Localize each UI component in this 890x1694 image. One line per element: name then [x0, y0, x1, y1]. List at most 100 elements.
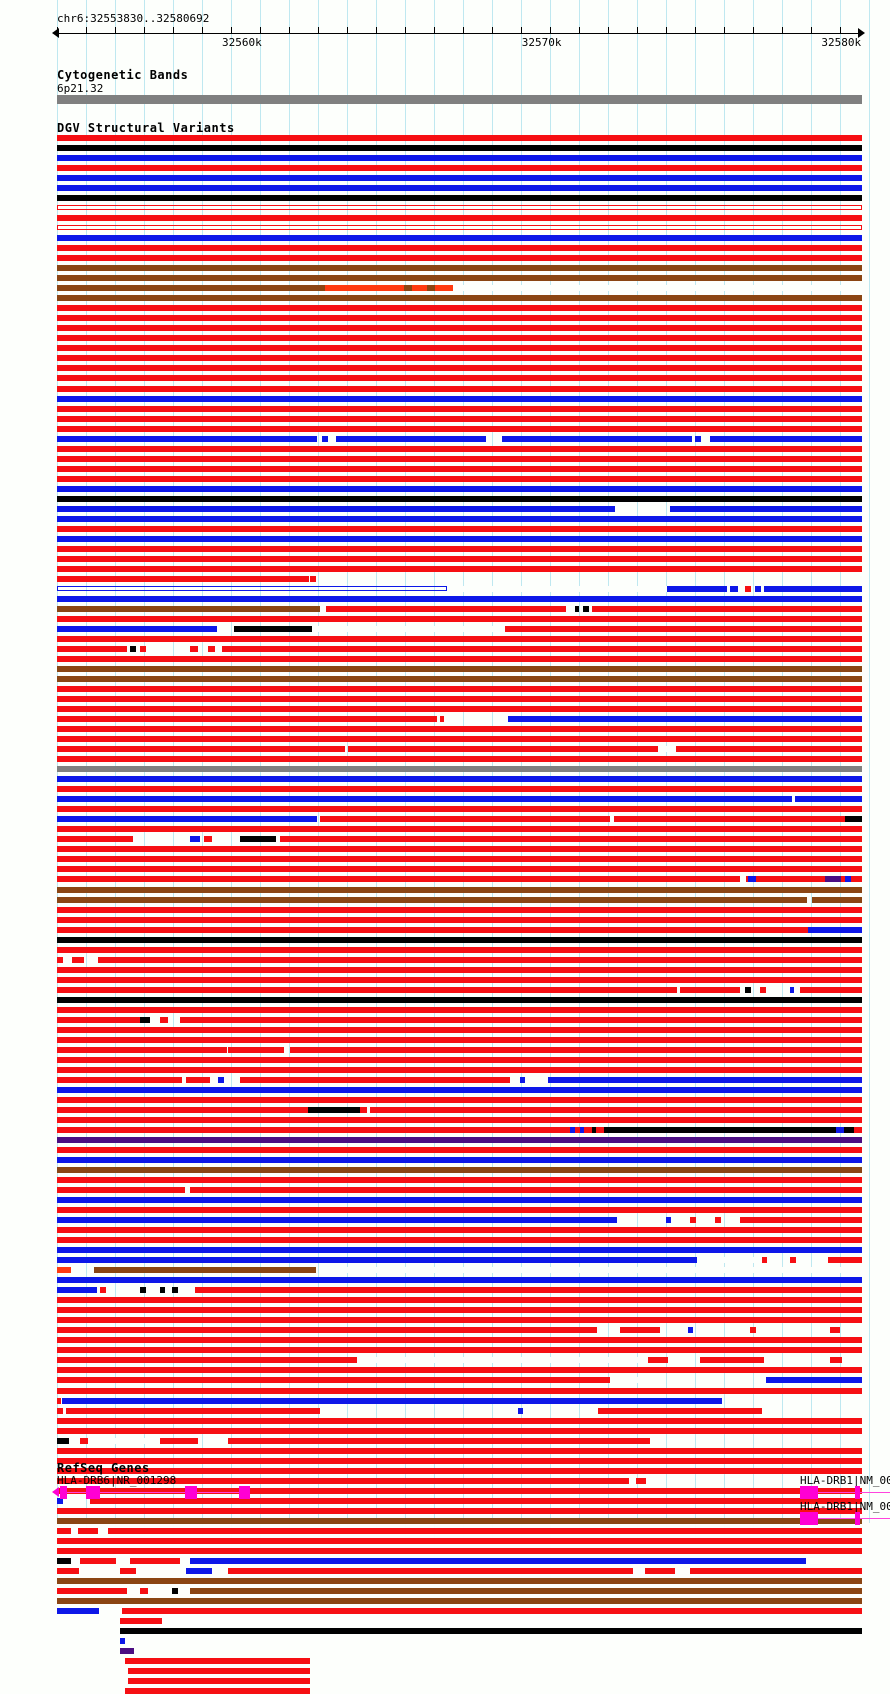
- sv-segment[interactable]: [57, 1578, 862, 1584]
- sv-segment[interactable]: [57, 1027, 862, 1033]
- sv-segment[interactable]: [228, 1568, 628, 1574]
- sv-segment[interactable]: [494, 436, 502, 442]
- sv-segment[interactable]: [170, 1568, 180, 1574]
- sv-segment[interactable]: [62, 1398, 722, 1404]
- sv-segment[interactable]: [190, 646, 198, 652]
- sv-segment[interactable]: [614, 816, 854, 822]
- sv-segment[interactable]: [628, 1568, 633, 1574]
- sv-segment[interactable]: [108, 1528, 862, 1534]
- sv-segment[interactable]: [57, 1468, 862, 1474]
- sv-segment[interactable]: [57, 1167, 862, 1173]
- sv-segment[interactable]: [57, 1307, 862, 1313]
- sv-segment[interactable]: [57, 1107, 367, 1113]
- sv-segment[interactable]: [57, 506, 615, 512]
- sv-segment[interactable]: [700, 1257, 760, 1263]
- sv-segment[interactable]: [518, 1408, 523, 1414]
- sv-segment[interactable]: [57, 846, 862, 852]
- sv-segment[interactable]: [57, 235, 862, 241]
- sv-segment[interactable]: [140, 1017, 150, 1023]
- sv-segment[interactable]: [57, 275, 862, 281]
- sv-segment[interactable]: [57, 696, 862, 702]
- arrow-right-icon[interactable]: [858, 28, 865, 38]
- sv-segment[interactable]: [505, 626, 862, 632]
- sv-segment[interactable]: [190, 1187, 862, 1193]
- sv-segment[interactable]: [325, 285, 453, 291]
- sv-segment[interactable]: [57, 876, 862, 882]
- sv-segment[interactable]: [360, 1357, 640, 1363]
- sv-segment[interactable]: [57, 626, 217, 632]
- sv-segment[interactable]: [57, 1367, 862, 1373]
- sv-segment[interactable]: [57, 1117, 862, 1123]
- sv-segment[interactable]: [57, 1478, 629, 1484]
- sv-segment[interactable]: [310, 576, 316, 582]
- sv-segment[interactable]: [320, 816, 610, 822]
- sv-segment[interactable]: [208, 646, 215, 652]
- sv-segment[interactable]: [502, 436, 692, 442]
- sv-segment[interactable]: [120, 1628, 862, 1634]
- sv-segment[interactable]: [90, 1498, 862, 1504]
- sv-segment[interactable]: [648, 1357, 668, 1363]
- sv-segment[interactable]: [222, 646, 862, 652]
- sv-segment[interactable]: [57, 1207, 862, 1213]
- sv-segment[interactable]: [128, 1668, 310, 1674]
- sv-segment[interactable]: [57, 255, 862, 261]
- sv-segment[interactable]: [218, 1077, 224, 1083]
- sv-segment[interactable]: [57, 1177, 862, 1183]
- sv-segment[interactable]: [57, 1287, 97, 1293]
- sv-segment[interactable]: [128, 1678, 310, 1684]
- gene-exon[interactable]: [86, 1486, 100, 1499]
- sv-segment[interactable]: [57, 1047, 227, 1053]
- sv-segment[interactable]: [57, 616, 862, 622]
- sv-segment[interactable]: [740, 876, 746, 882]
- sv-segment[interactable]: [172, 1588, 178, 1594]
- sv-segment[interactable]: [186, 1077, 210, 1083]
- sv-segment[interactable]: [57, 596, 862, 602]
- sv-segment[interactable]: [57, 265, 862, 271]
- sv-segment[interactable]: [326, 606, 566, 612]
- sv-segment[interactable]: [592, 1127, 596, 1133]
- sv-segment[interactable]: [695, 436, 701, 442]
- sv-segment[interactable]: [120, 1618, 162, 1624]
- sv-segment[interactable]: [427, 285, 435, 291]
- sv-segment[interactable]: [57, 957, 63, 963]
- sv-segment[interactable]: [322, 436, 328, 442]
- sv-segment[interactable]: [790, 987, 794, 993]
- sv-segment[interactable]: [57, 335, 862, 341]
- sv-segment[interactable]: [57, 325, 862, 331]
- sv-segment[interactable]: [57, 756, 862, 762]
- gene-exon[interactable]: [855, 1486, 860, 1499]
- sv-segment[interactable]: [57, 145, 862, 151]
- sv-segment[interactable]: [640, 1217, 646, 1223]
- sv-segment[interactable]: [766, 1377, 862, 1383]
- sv-segment[interactable]: [57, 1538, 862, 1544]
- sv-segment[interactable]: [57, 826, 862, 832]
- sv-segment[interactable]: [610, 1377, 646, 1383]
- sv-segment[interactable]: [690, 1568, 862, 1574]
- sv-segment[interactable]: [140, 1588, 148, 1594]
- sv-segment[interactable]: [57, 1067, 862, 1073]
- sv-segment[interactable]: [57, 1147, 862, 1153]
- sv-segment[interactable]: [57, 165, 862, 171]
- sv-segment[interactable]: [830, 1327, 840, 1333]
- sv-segment[interactable]: [57, 1257, 697, 1263]
- sv-segment[interactable]: [57, 466, 862, 472]
- sv-segment[interactable]: [57, 355, 862, 361]
- sv-segment[interactable]: [57, 526, 862, 532]
- sv-segment[interactable]: [447, 586, 667, 592]
- sv-segment[interactable]: [190, 1558, 806, 1564]
- gene-exon[interactable]: [800, 1486, 818, 1499]
- gene-exon[interactable]: [185, 1486, 197, 1499]
- sv-segment[interactable]: [57, 856, 862, 862]
- sv-segment[interactable]: [57, 365, 862, 371]
- sv-segment[interactable]: [57, 1428, 663, 1434]
- sv-segment[interactable]: [57, 1157, 862, 1163]
- sv-segment[interactable]: [57, 1007, 862, 1013]
- sv-segment[interactable]: [57, 1528, 71, 1534]
- sv-segment[interactable]: [57, 386, 862, 392]
- sv-segment[interactable]: [57, 1398, 61, 1404]
- sv-segment[interactable]: [190, 1588, 862, 1594]
- sv-segment[interactable]: [57, 967, 862, 973]
- sv-segment[interactable]: [120, 1648, 134, 1654]
- sv-segment[interactable]: [195, 1287, 862, 1293]
